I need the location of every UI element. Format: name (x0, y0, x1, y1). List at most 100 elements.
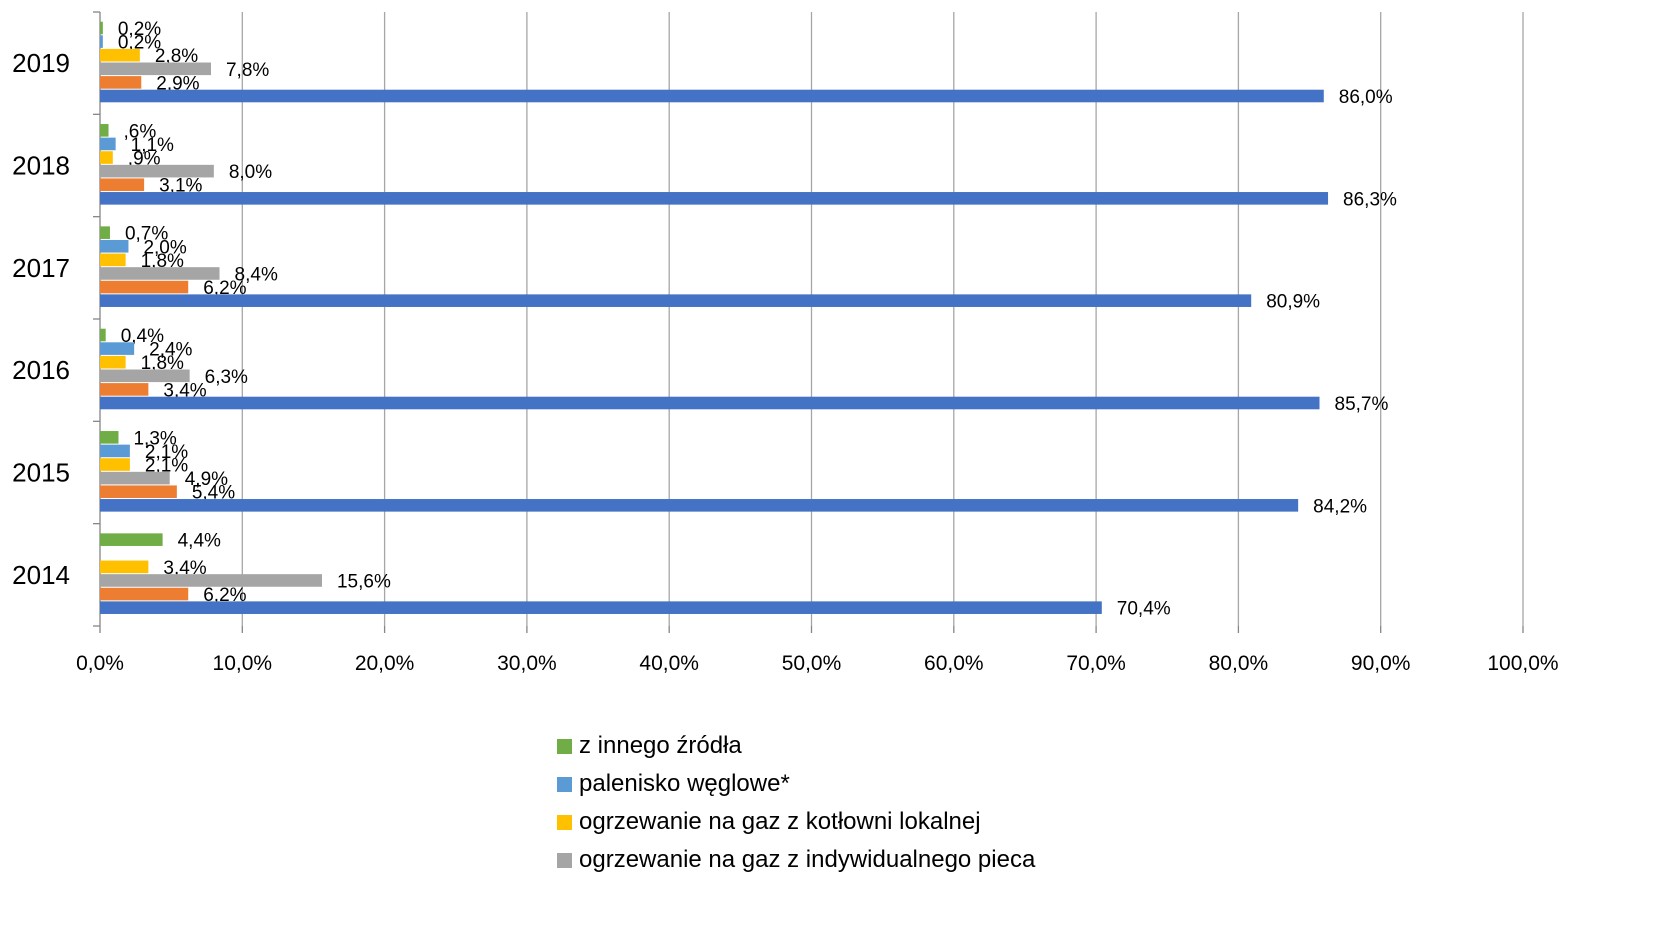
x-tick-label: 70,0% (1066, 652, 1126, 675)
legend-swatch (557, 852, 572, 868)
legend-item: ogrzewanie na gaz z kotłowni lokalnej (557, 803, 1035, 841)
bar (100, 226, 110, 239)
bar (100, 444, 130, 458)
bar (100, 533, 163, 546)
bar (100, 431, 119, 444)
bar (100, 239, 129, 253)
legend-label: palenisko węglowe* (579, 770, 790, 797)
category-label: 2014 (12, 560, 70, 590)
legend-label: ogrzewanie na gaz z kotłowni lokalnej (579, 808, 981, 835)
data-label: 15,6% (337, 571, 391, 592)
category-label: 2015 (12, 458, 70, 488)
legend-swatch (557, 814, 572, 830)
bar (100, 485, 177, 499)
bar (100, 124, 109, 137)
x-tick-label: 10,0% (213, 652, 273, 675)
bar (100, 355, 126, 369)
bar (100, 342, 135, 355)
x-tick-label: 50,0% (782, 652, 842, 675)
data-label: 6,2% (203, 585, 246, 606)
bar (100, 178, 145, 192)
data-label: 1,8% (141, 353, 184, 374)
data-label: 2,0% (143, 237, 186, 258)
bar (100, 164, 214, 178)
bar (100, 369, 190, 383)
data-label: 0,4% (121, 326, 164, 347)
data-label: 3,4% (163, 558, 206, 579)
bar (100, 574, 322, 587)
bar (100, 89, 1324, 103)
data-label: 1,3% (133, 428, 176, 449)
legend-label: ogrzewanie na gaz z indywidualnego pieca (579, 846, 1036, 873)
bar (100, 294, 1252, 307)
bar (100, 383, 149, 396)
data-label: 86,3% (1343, 189, 1397, 210)
data-label: 3,4% (163, 380, 206, 401)
bar (100, 21, 103, 35)
bar (100, 192, 1329, 205)
bar (100, 137, 116, 151)
data-label: 70,4% (1117, 599, 1171, 620)
data-label: 7,8% (226, 60, 269, 81)
data-label: 6,2% (203, 278, 246, 299)
legend-item: z innego źródła (557, 727, 1035, 765)
legend-swatch (557, 738, 572, 754)
bar (100, 267, 220, 280)
category-label: 2016 (12, 355, 70, 385)
data-label: 0,2% (118, 33, 161, 54)
bar (100, 601, 1102, 614)
data-label: 85,7% (1335, 394, 1389, 415)
legend-item: palenisko węglowe* (557, 765, 1035, 803)
bar (100, 35, 103, 48)
data-label: 1,1% (131, 135, 174, 156)
bar (100, 48, 140, 62)
legend-label: z innego źródła (579, 732, 742, 759)
category-label: 2017 (12, 253, 70, 283)
data-label: 2,8% (155, 46, 198, 67)
data-label: 8,0% (229, 162, 272, 183)
x-tick-label: 80,0% (1209, 652, 1269, 675)
bar (100, 587, 189, 601)
data-label: 0,7% (125, 224, 168, 245)
bar (100, 328, 106, 342)
bar-chart: 0,0% 10,0% 20,0% 30,0% 40,0% 50,0% 60,0% 70,0% 8… (12, 11, 1559, 675)
data-label: 2,1% (145, 456, 188, 477)
data-label: 80,9% (1266, 292, 1320, 313)
bar (100, 76, 142, 89)
legend: z innego źródła palenisko węglowe* ogrzewa… (557, 727, 1035, 879)
category-label: 2018 (12, 151, 70, 181)
data-label: 5,4% (192, 483, 235, 504)
data-label: 2,9% (156, 73, 199, 94)
data-label: 6,3% (205, 367, 248, 388)
data-label: ,9% (128, 149, 161, 170)
category-label: 2019 (12, 48, 70, 78)
x-tick-label: 20,0% (355, 652, 415, 675)
x-tick-label: 30,0% (497, 652, 557, 675)
data-label: 0,2% (118, 19, 161, 40)
bar (100, 471, 170, 485)
data-label: 8,4% (235, 264, 278, 285)
bar (100, 253, 126, 267)
data-label: 2,4% (149, 340, 192, 361)
x-tick-label: 0,0% (76, 652, 124, 675)
bar (100, 151, 113, 164)
bar (100, 499, 1299, 512)
x-tick-label: 90,0% (1351, 652, 1411, 675)
data-label: 3,1% (159, 176, 202, 197)
data-label: 84,2% (1313, 496, 1367, 517)
data-label: 4,9% (185, 469, 228, 490)
data-label: 4,4% (178, 531, 221, 552)
bar (100, 560, 149, 574)
data-label: 2,1% (145, 442, 188, 463)
data-label: ,6% (124, 121, 157, 142)
legend-swatch (557, 776, 572, 792)
bar (100, 458, 130, 471)
x-tick-label: 60,0% (924, 652, 984, 675)
data-label: 1,8% (141, 251, 184, 272)
bar (100, 62, 211, 76)
bar (100, 280, 189, 294)
x-tick-label: 100,0% (1487, 652, 1558, 675)
legend-item: ogrzewanie na gaz z indywidualnego pieca (557, 841, 1035, 879)
data-label: 86,0% (1339, 87, 1393, 108)
x-tick-label: 40,0% (639, 652, 699, 675)
